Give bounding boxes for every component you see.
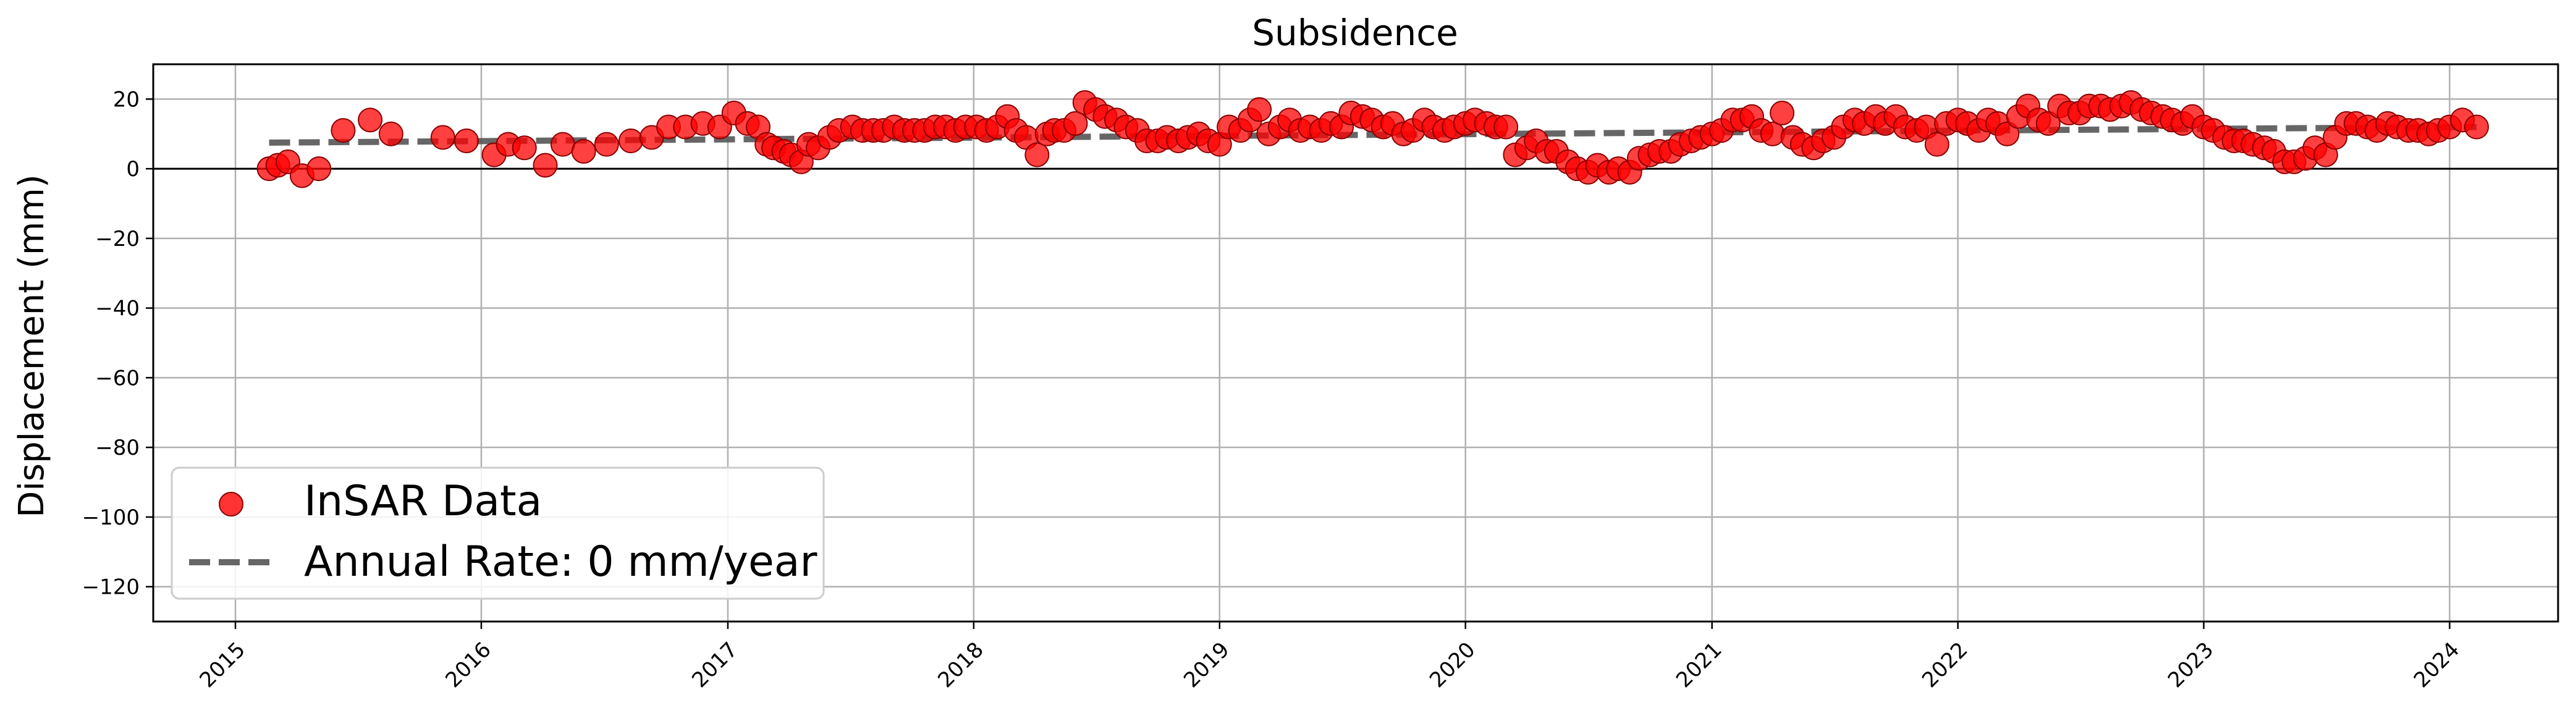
data-point [1493, 114, 1519, 140]
data-point [512, 135, 537, 161]
data-points [256, 90, 2489, 188]
y-tick-label: −80 [95, 436, 140, 460]
data-point [306, 156, 332, 182]
data-point [378, 121, 403, 146]
data-point [2464, 114, 2489, 140]
data-point [454, 129, 479, 154]
y-tick-label: −120 [82, 575, 140, 600]
y-axis-title: Displacement (mm) [12, 174, 52, 518]
y-tick-label: −60 [95, 366, 140, 390]
legend: InSAR Data Annual Rate: 0 mm/year [171, 466, 825, 600]
data-point [1770, 100, 1795, 125]
y-tick-label: 0 [126, 157, 140, 182]
data-point [1063, 111, 1088, 136]
legend-label-insar: InSAR Data [304, 477, 542, 526]
y-tick-label: −40 [95, 297, 140, 321]
legend-label-trend: Annual Rate: 0 mm/year [304, 538, 817, 586]
data-point [618, 129, 643, 154]
data-point [1760, 121, 1785, 146]
plot-frame [152, 63, 2559, 623]
data-point [550, 132, 575, 157]
data-point [1247, 97, 1272, 122]
legend-box [171, 466, 825, 600]
chart-title: Subsidence [1252, 12, 1458, 54]
data-point [331, 118, 356, 143]
data-point [2035, 111, 2061, 136]
y-tick-label: −20 [95, 227, 140, 251]
data-point [358, 108, 383, 133]
data-point [533, 153, 558, 178]
data-point [571, 138, 596, 164]
y-tick-label: −100 [82, 505, 140, 530]
data-point [1924, 132, 1949, 157]
y-tick-label: 20 [113, 87, 140, 112]
data-point [1995, 121, 2020, 146]
data-point [430, 125, 455, 150]
data-point [594, 132, 619, 157]
y-axis-ticks: 20 0 −20 −40 −60 −80 −100 −120 [82, 87, 153, 600]
data-point [1024, 142, 1050, 167]
legend-marker-insar [219, 492, 243, 517]
